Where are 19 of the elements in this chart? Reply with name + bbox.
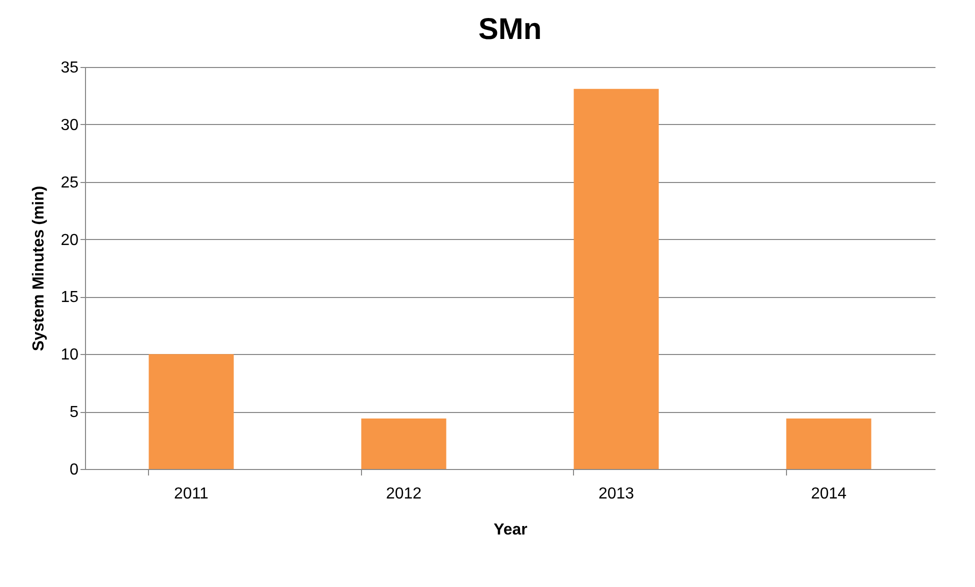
y-tick-label: 30 xyxy=(60,116,79,134)
bar xyxy=(361,418,446,469)
bar xyxy=(574,88,659,469)
y-tick-label: 20 xyxy=(60,232,79,249)
y-tick-label: 5 xyxy=(70,404,79,422)
x-axis-title: Year xyxy=(494,522,528,538)
x-tick-label: 2011 xyxy=(174,486,209,502)
bar xyxy=(786,418,872,469)
y-tick-label: 35 xyxy=(60,60,79,76)
x-tick-label: 2013 xyxy=(598,486,634,502)
y-tick-label: 15 xyxy=(60,289,79,306)
y-tick-label: 25 xyxy=(60,174,79,192)
chart-title: SMn xyxy=(478,13,542,46)
bar xyxy=(148,354,234,469)
y-tick-label: 0 xyxy=(70,462,79,478)
y-tick-label: 10 xyxy=(60,346,79,364)
x-tick-label: 2012 xyxy=(386,486,422,502)
x-tick-label: 2014 xyxy=(810,486,847,502)
y-axis-title: System Minutes (min) xyxy=(30,186,48,352)
